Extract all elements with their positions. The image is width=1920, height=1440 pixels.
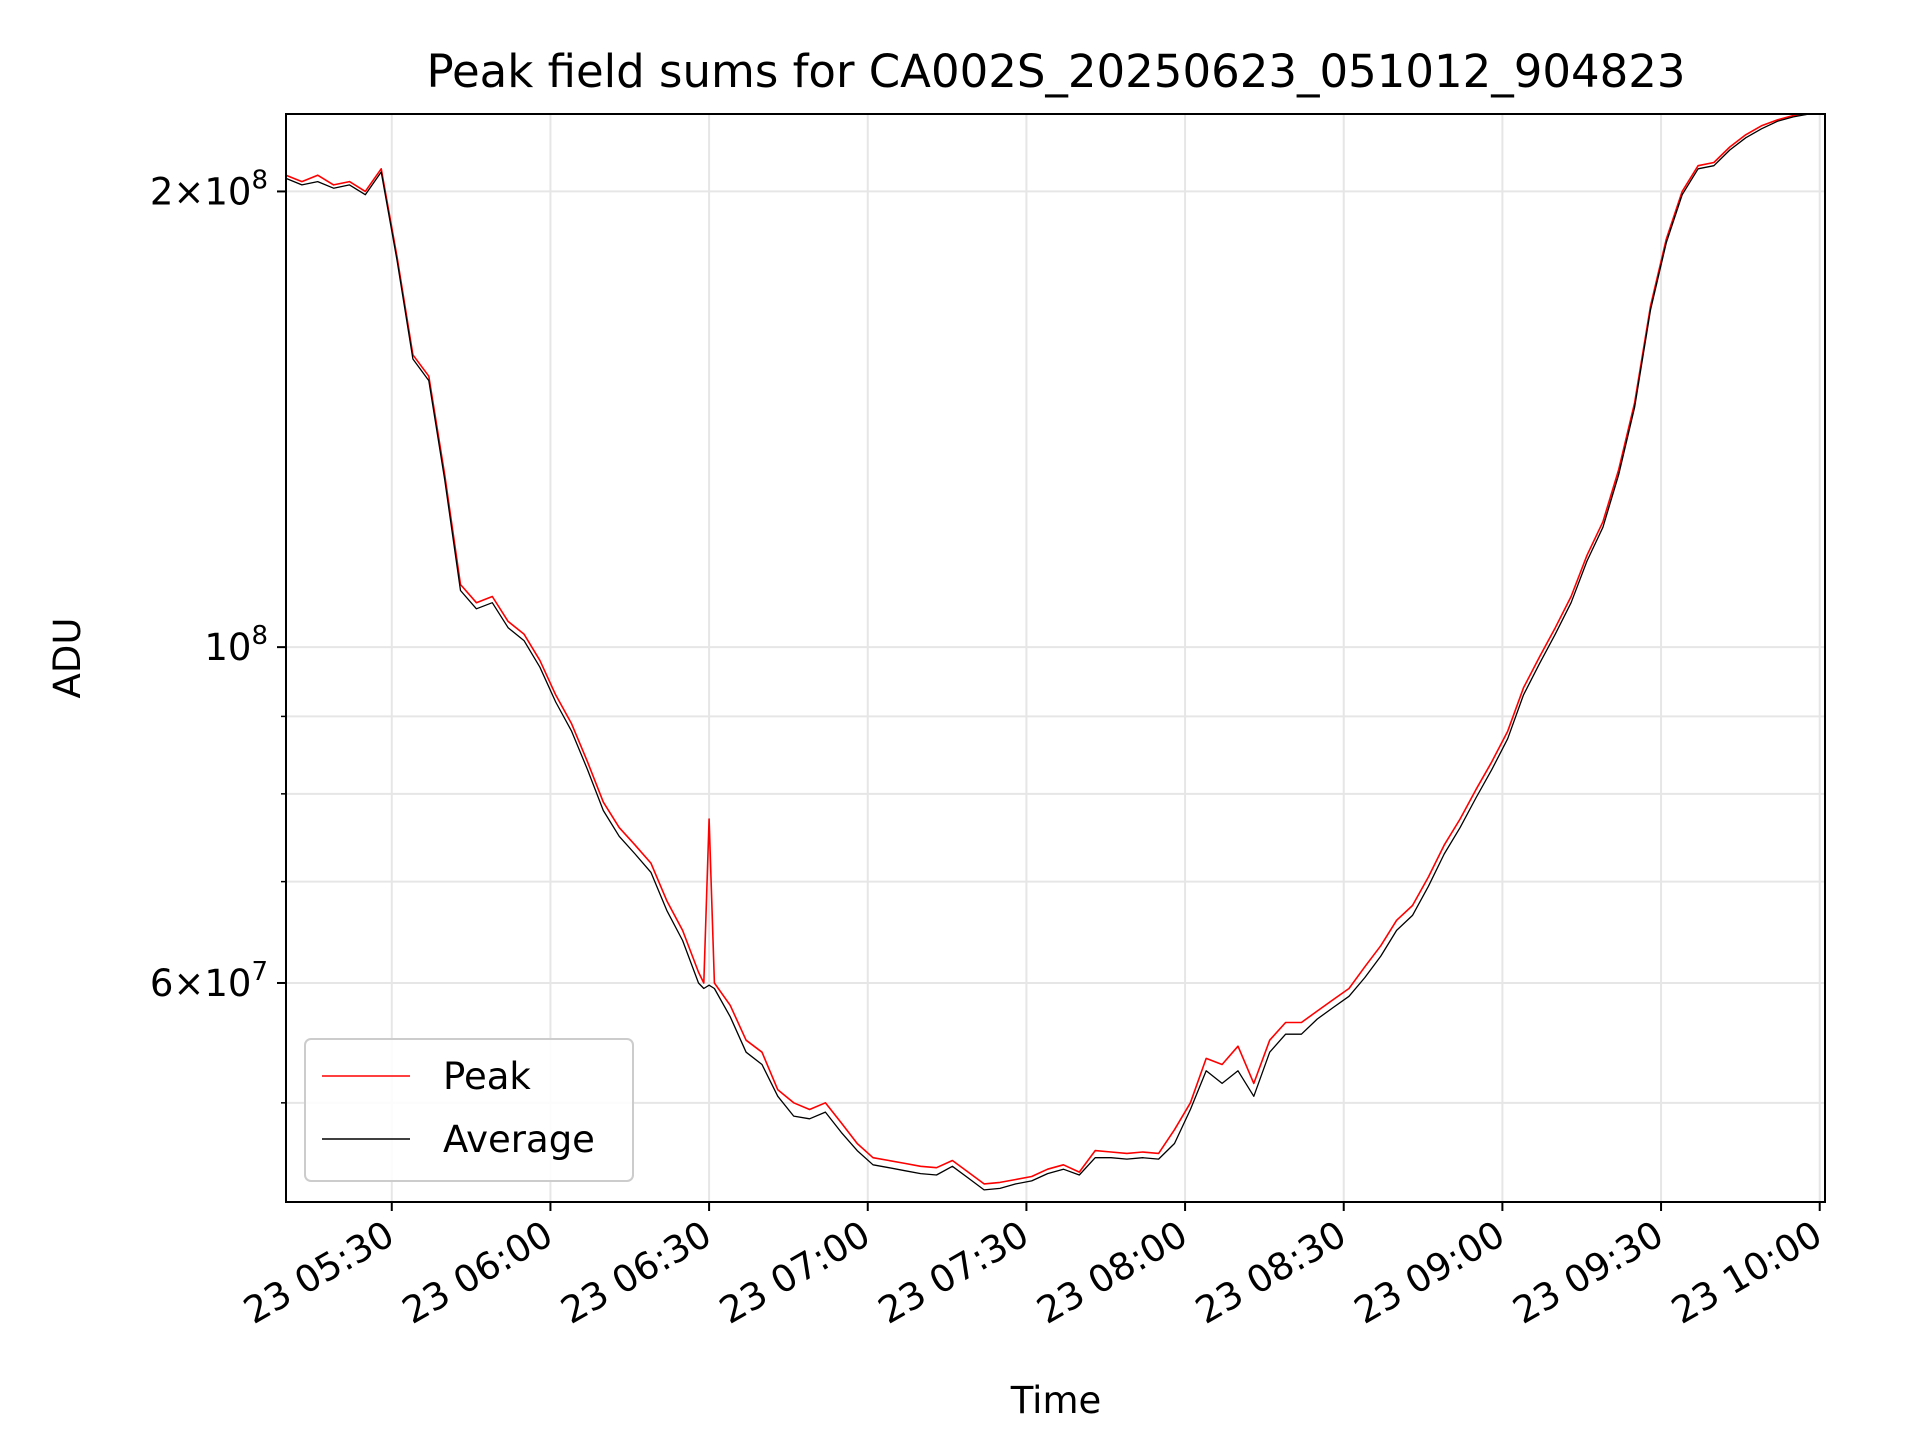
grid	[286, 114, 1825, 1202]
chart-title: Peak field sums for CA002S_20250623_0510…	[426, 45, 1685, 98]
y-tick-label: 108	[204, 621, 268, 669]
y-axis: 2×108 108 6×107	[150, 165, 286, 1104]
legend: Peak Average	[304, 1038, 634, 1182]
series-line-peak	[285, 113, 1825, 1185]
y-tick-label: 6×107	[150, 957, 268, 1005]
series-line-average	[285, 113, 1825, 1191]
series-layer	[285, 113, 1825, 1191]
legend-label-peak: Peak	[443, 1055, 531, 1098]
plot-frame	[285, 113, 1826, 1203]
y-axis-label: ADU	[46, 618, 89, 699]
legend-label-average: Average	[443, 1118, 595, 1161]
y-tick-label: 2×108	[150, 165, 268, 213]
x-axis-label: Time	[1010, 1379, 1102, 1422]
legend-box	[304, 1038, 634, 1182]
